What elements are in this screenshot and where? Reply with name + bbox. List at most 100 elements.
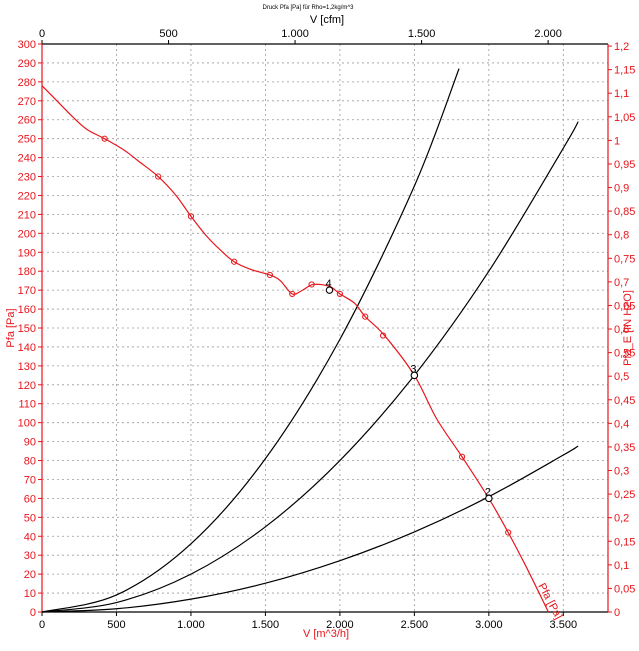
x2-axis-label: V [cfm] <box>310 14 344 26</box>
y-tick-label: 130 <box>18 361 36 373</box>
y-tick-label: 300 <box>18 39 36 51</box>
y-tick-label: 110 <box>18 399 36 411</box>
x2-tick-label: 1.500 <box>408 28 436 40</box>
y2-tick-label: 0 <box>614 607 620 619</box>
y-tick-label: 190 <box>18 247 36 259</box>
system-curve-line-3 <box>41 445 579 613</box>
y2-axis-label: Pfa_E [IN H2O] <box>622 290 634 366</box>
x-tick-label: 1.500 <box>252 619 280 631</box>
y-tick-label: 230 <box>18 172 36 184</box>
system-curves <box>41 68 579 613</box>
y-tick-label: 270 <box>18 96 36 108</box>
operating-point-label: 3 <box>410 363 416 375</box>
y2-tick-label: 0,2 <box>614 513 629 525</box>
y-axis-ticks: 0 10 20 30 40 50 60 70 80 90 100 110 120 130 140 150 160… <box>18 39 42 619</box>
y2-tick-label: 0,8 <box>614 230 629 242</box>
operating-point-marker <box>325 286 334 294</box>
y2-tick-label: 0,25 <box>614 489 635 501</box>
y2-tick-label: 0,65 <box>614 300 635 312</box>
y-tick-label: 10 <box>24 588 36 600</box>
y-tick-label: 40 <box>24 531 36 543</box>
fan-curve-marker <box>336 290 343 298</box>
y-tick-label: 170 <box>18 285 36 297</box>
annotations: Pfa [Pa] <box>535 581 564 621</box>
y2-tick-label: 0,6 <box>614 324 629 336</box>
operating-point-marker <box>485 494 493 503</box>
y2-tick-label: 0,55 <box>614 348 635 360</box>
y-tick-label: 180 <box>18 266 36 278</box>
fan-curve-marker <box>155 173 162 180</box>
fan-curve-marker <box>458 453 466 460</box>
y2-tick-label: 0,15 <box>614 536 635 548</box>
fan-curve <box>41 85 549 613</box>
y-tick-label: 200 <box>18 228 36 240</box>
y2-tick-label: 0,75 <box>614 253 635 265</box>
fan-curve-marker <box>362 313 369 320</box>
y2-tick-label: 0,9 <box>614 183 629 195</box>
y-tick-label: 260 <box>18 115 36 127</box>
y2-tick-label: 1,1 <box>614 88 629 100</box>
y-tick-label: 80 <box>24 456 36 468</box>
y-tick-label: 70 <box>24 474 36 486</box>
x-tick-label: 1.000 <box>177 619 205 631</box>
y2-tick-label: 0,1 <box>614 560 629 572</box>
x-axis-ticks: 0 500 1.000 1.500 2.000 2.500 3.000 3.500 <box>39 612 577 631</box>
y-tick-label: 160 <box>18 304 36 316</box>
x2-axis-ticks: 0 500 1.000 1.500 2.000 <box>39 28 562 44</box>
y2-tick-label: 0,7 <box>614 277 629 289</box>
y-tick-label: 140 <box>18 342 36 354</box>
y2-tick-label: 0,35 <box>614 442 635 454</box>
fan-curve-line <box>41 85 549 613</box>
operating-point-label: 4 <box>325 278 331 290</box>
y-tick-label: 220 <box>18 190 36 202</box>
y2-tick-label: 1 <box>614 135 620 147</box>
fan-curve-marker <box>289 290 296 298</box>
x-tick-label: 3.500 <box>550 619 578 631</box>
y2-tick-label: 1,05 <box>614 112 635 124</box>
y2-tick-label: 1,2 <box>614 41 629 53</box>
system-curve-line-1 <box>41 68 460 613</box>
grid <box>42 44 608 612</box>
y-tick-label: 30 <box>24 550 36 562</box>
fan-curve-marker <box>379 332 387 339</box>
system-curve-line-2 <box>41 121 579 613</box>
fan-curve-marker <box>231 258 238 265</box>
y-tick-label: 20 <box>24 569 36 581</box>
y-axis-label: Pfa [Pa] <box>5 308 17 347</box>
y2-tick-label: 0,05 <box>614 583 635 595</box>
y-tick-label: 50 <box>24 512 36 524</box>
y2-axis-ticks: 0 0,05 0,1 0,15 0,2 0,25 0,3 0,35 0,4 0,45 0,5 0,55… <box>608 41 635 619</box>
x-tick-label: 0 <box>39 619 45 631</box>
y-tick-label: 120 <box>18 380 36 392</box>
y-tick-label: 60 <box>24 493 36 505</box>
fan-curve-marker <box>308 281 315 288</box>
x-tick-label: 500 <box>107 619 125 631</box>
y-tick-label: 0 <box>30 607 36 619</box>
y-tick-label: 90 <box>24 437 36 449</box>
curve-annotation: Pfa [Pa] <box>535 581 564 621</box>
y-tick-label: 290 <box>18 58 36 70</box>
y2-tick-label: 0,45 <box>614 395 635 407</box>
y2-tick-label: 0,3 <box>614 466 629 478</box>
y2-tick-label: 1,15 <box>614 65 635 77</box>
y2-tick-label: 0,4 <box>614 418 629 430</box>
x2-tick-label: 2.000 <box>534 28 562 40</box>
y2-tick-label: 0,5 <box>614 371 629 383</box>
y-tick-label: 240 <box>18 153 36 165</box>
x2-tick-label: 1.000 <box>281 28 309 40</box>
x-axis-label: V [m^3/h] <box>303 628 349 640</box>
operating-point-label: 2 <box>485 486 491 498</box>
y-tick-label: 210 <box>18 209 36 221</box>
operating-points: 4 3 2 <box>325 278 493 503</box>
fan-curve-marker <box>505 529 512 536</box>
fan-curve-marker <box>101 135 108 142</box>
x-tick-label: 3.000 <box>475 619 503 631</box>
y-tick-label: 280 <box>18 77 36 89</box>
x2-tick-label: 500 <box>159 28 177 40</box>
x-tick-label: 2.500 <box>401 619 429 631</box>
x2-tick-label: 0 <box>39 28 45 40</box>
y2-tick-label: 0,85 <box>614 206 635 218</box>
y-tick-label: 250 <box>18 134 36 146</box>
